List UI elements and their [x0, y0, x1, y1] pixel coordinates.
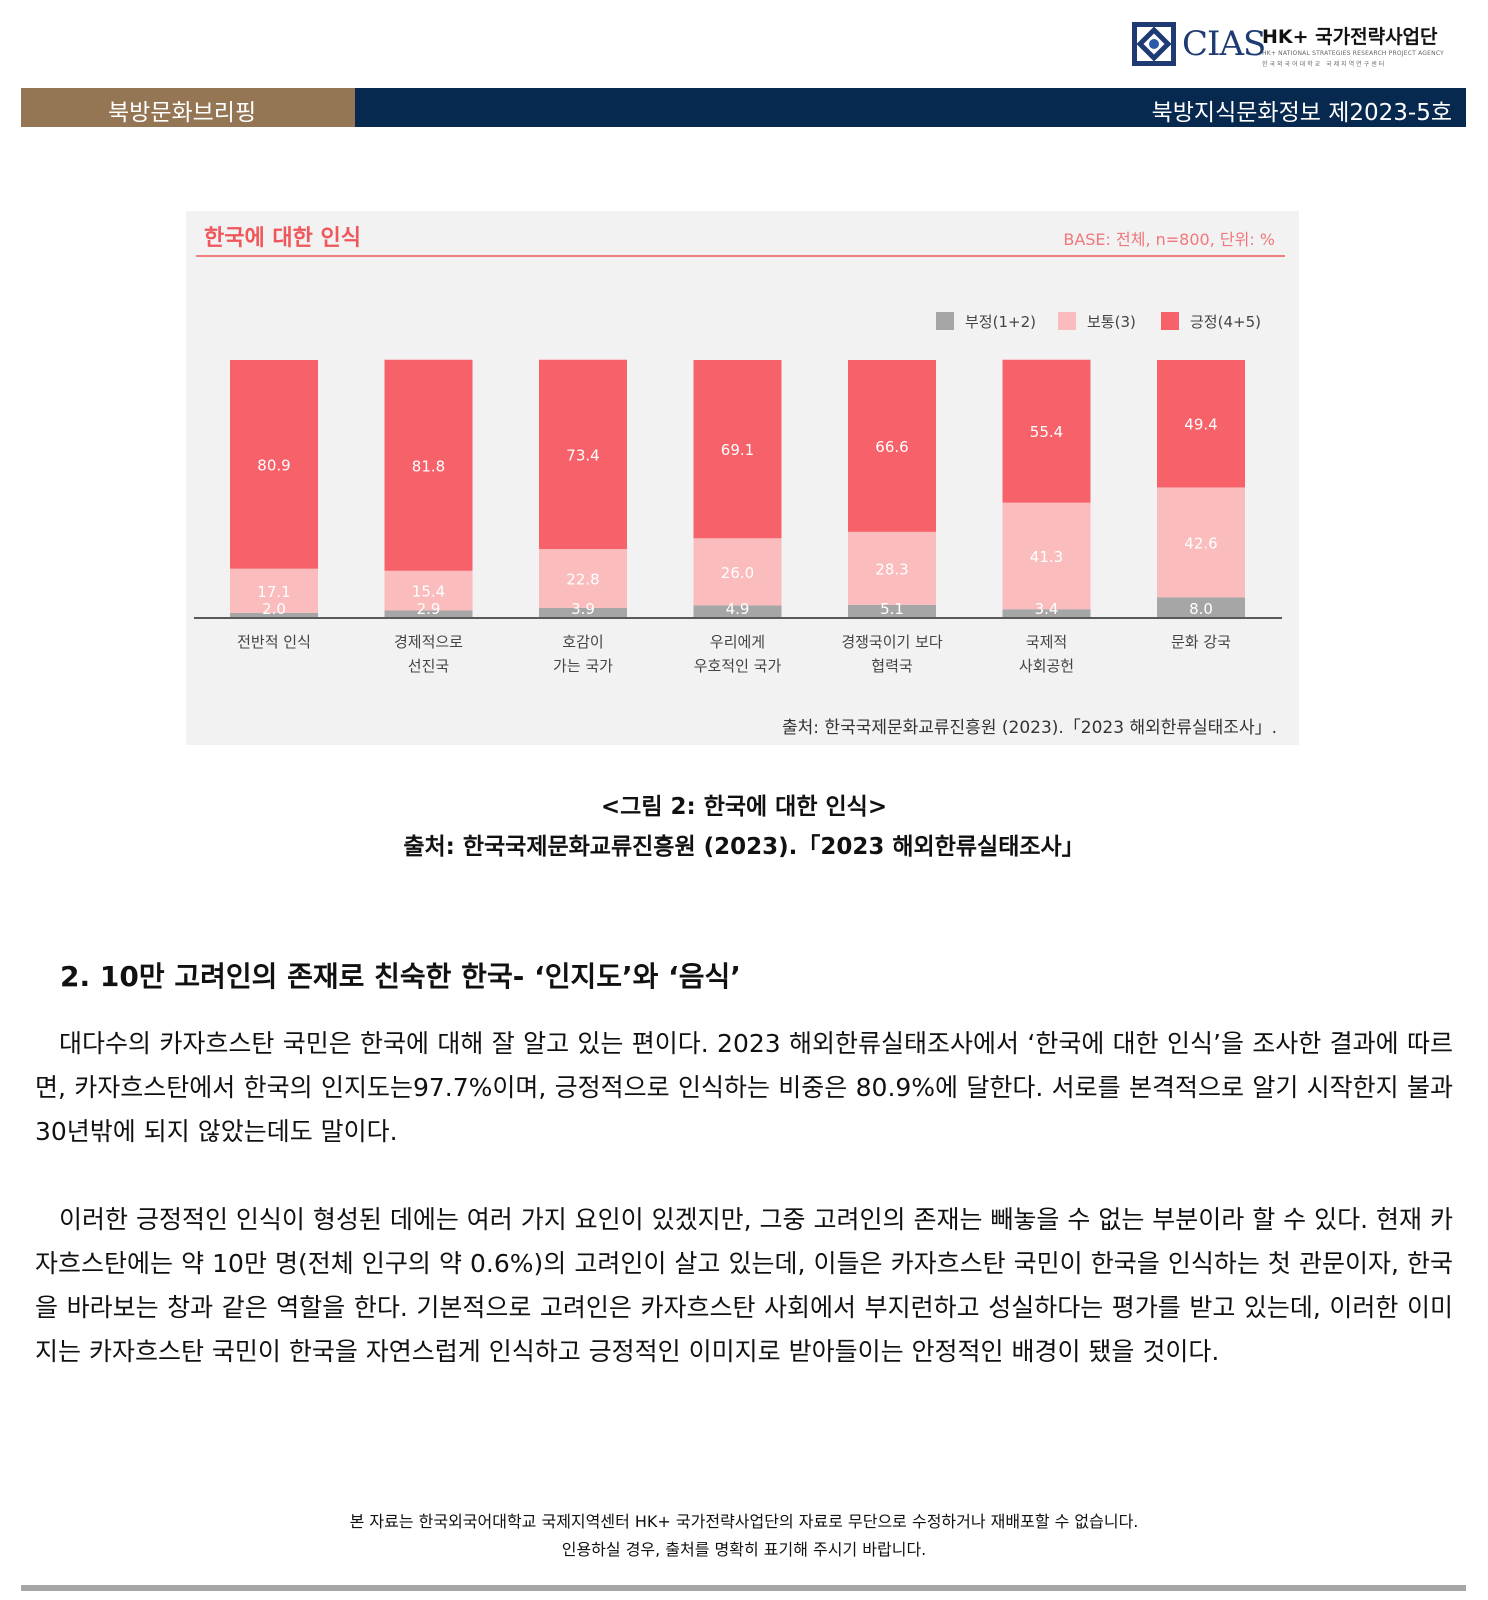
body-paragraph-1: 대다수의 카자흐스탄 국민은 한국에 대해 잘 알고 있는 편이다. 2023 …: [35, 1029, 1453, 1146]
bar-value-label-pos: 73.4: [566, 446, 599, 464]
bar-value-label-neg: 5.1: [880, 600, 904, 618]
bar-segment-neg: [1002, 609, 1091, 618]
org-name: HK+ 국가전략사업단: [1262, 26, 1438, 48]
cias-logo: CIAS HK+ 국가전략사업단 HK+ NATIONAL STRATEGIES…: [1132, 22, 1452, 76]
legend-swatch-negative: [936, 312, 954, 330]
bar-value-label-neu: 26.0: [721, 564, 754, 582]
bar-value-label-neg: 3.9: [571, 600, 595, 618]
legend-item-negative: 부정(1+2): [936, 311, 1036, 331]
chart-title: 한국에 대한 인식: [204, 226, 361, 251]
bar-segment-neg: [539, 607, 627, 618]
bar-segment-neu: [384, 570, 473, 611]
briefing-label: 북방문화브리핑: [108, 100, 257, 126]
category-label: 협력국: [871, 657, 913, 675]
figure-source: 출처: 한국국제문화교류진흥원 (2023).「2023 해외한류실태조사」: [403, 834, 1085, 860]
body-paragraph-2: 이러한 긍정적인 인식이 형성된 데에는 여러 가지 요인이 있겠지만, 그중 …: [35, 1205, 1453, 1366]
bar-value-label-neg: 8.0: [1189, 600, 1213, 618]
bar-segment-pos: [230, 360, 318, 569]
org-subtitle-ko: 한국외국어대학교 국제지역연구센터: [1262, 61, 1387, 68]
legend-swatch-positive: [1161, 312, 1179, 330]
bottom-rule: [21, 1585, 1466, 1591]
category-label: 국제적: [1026, 633, 1067, 651]
bar-segment-pos: [539, 359, 627, 550]
bar-segment-neu: [539, 549, 627, 608]
legend-label-neutral: 보통(3): [1087, 313, 1136, 331]
bar-segment-neg: [384, 610, 473, 618]
bar-segment-pos: [1157, 360, 1245, 488]
category-label: 전반적 인식: [237, 633, 311, 651]
cias-emblem-icon: [1132, 22, 1176, 66]
bar-segment-neg: [230, 612, 318, 618]
bar-value-label-neu: 17.1: [257, 583, 290, 601]
bar-segment-neu: [848, 531, 936, 605]
bar-value-label-neg: 2.0: [262, 600, 286, 618]
bar-segment-pos: [693, 360, 782, 539]
bar-value-label-neu: 15.4: [412, 583, 445, 601]
category-label: 호감이: [562, 633, 603, 651]
bar-segment-neg: [693, 605, 782, 618]
issue-label: 북방지식문화정보 제2023-5호: [1151, 100, 1452, 126]
bar-value-label-pos: 69.1: [721, 441, 754, 459]
bar-segment-pos: [384, 359, 473, 571]
figure-caption: <그림 2: 한국에 대한 인식>: [600, 794, 888, 820]
category-label: 우리에게: [710, 633, 765, 651]
bar-value-label-pos: 55.4: [1030, 423, 1063, 441]
bar-segment-pos: [1002, 359, 1091, 503]
footer-notice: 본 자료는 한국외국어대학교 국제지역센터 HK+ 국가전략사업단의 자료로 무…: [349, 1512, 1139, 1531]
chart-source: 출처: 한국국제문화교류진흥원 (2023).「2023 해외한류실태조사」.: [782, 718, 1277, 738]
bar-value-label-neg: 2.9: [417, 600, 441, 618]
bar-value-label-neu: 41.3: [1030, 548, 1063, 566]
bar-segment-neu: [1002, 502, 1091, 610]
footer-citation-note: 인용하실 경우, 출처를 명확히 표기해 주시기 바랍니다.: [561, 1540, 927, 1559]
category-label: 사회공헌: [1019, 657, 1074, 675]
bar-value-label-neu: 42.6: [1184, 534, 1217, 552]
category-label: 가는 국가: [553, 657, 613, 675]
section-heading: 2. 10만 고려인의 존재로 친숙한 한국- ‘인지도’와 ‘음식’: [60, 960, 741, 993]
legend-label-negative: 부정(1+2): [965, 313, 1036, 331]
bar-segment-neu: [693, 538, 782, 606]
bar-segment-neg: [1157, 597, 1245, 618]
bar-segment-neu: [230, 568, 318, 613]
legend-swatch-neutral: [1058, 312, 1076, 330]
bar-value-label-neu: 22.8: [566, 571, 599, 589]
bar-value-label-neu: 28.3: [875, 560, 908, 578]
bar-value-label-neg: 4.9: [726, 600, 750, 618]
bar-value-label-pos: 81.8: [412, 457, 445, 475]
chart-title-rule: [196, 255, 1285, 257]
bar-value-label-pos: 80.9: [257, 456, 290, 474]
chart-base-note: BASE: 전체, n=800, 단위: %: [1063, 230, 1275, 249]
legend-item-positive: 긍정(4+5): [1161, 311, 1261, 331]
legend-item-neutral: 보통(3): [1058, 311, 1136, 331]
bar-segment-neu: [1157, 487, 1245, 598]
logo-text: CIAS: [1182, 24, 1266, 64]
briefing-banner: 북방문화브리핑: [21, 88, 355, 127]
category-label: 선진국: [408, 657, 450, 675]
org-subtitle-en: HK+ NATIONAL STRATEGIES RESEARCH PROJECT…: [1262, 50, 1444, 57]
bar-value-label-neg: 3.4: [1035, 600, 1059, 618]
bar-value-label-pos: 66.6: [875, 438, 908, 456]
bar-segment-neg: [848, 604, 936, 618]
bar-segment-pos: [848, 360, 936, 532]
category-label: 문화 강국: [1171, 633, 1231, 651]
category-label: 우호적인 국가: [694, 657, 782, 675]
category-label: 경쟁국이기 보다: [841, 633, 943, 651]
bar-value-label-pos: 49.4: [1184, 416, 1217, 434]
category-label: 경제적으로: [394, 633, 463, 651]
legend-label-positive: 긍정(4+5): [1190, 313, 1261, 331]
issue-banner: 북방지식문화정보 제2023-5호: [355, 88, 1466, 127]
